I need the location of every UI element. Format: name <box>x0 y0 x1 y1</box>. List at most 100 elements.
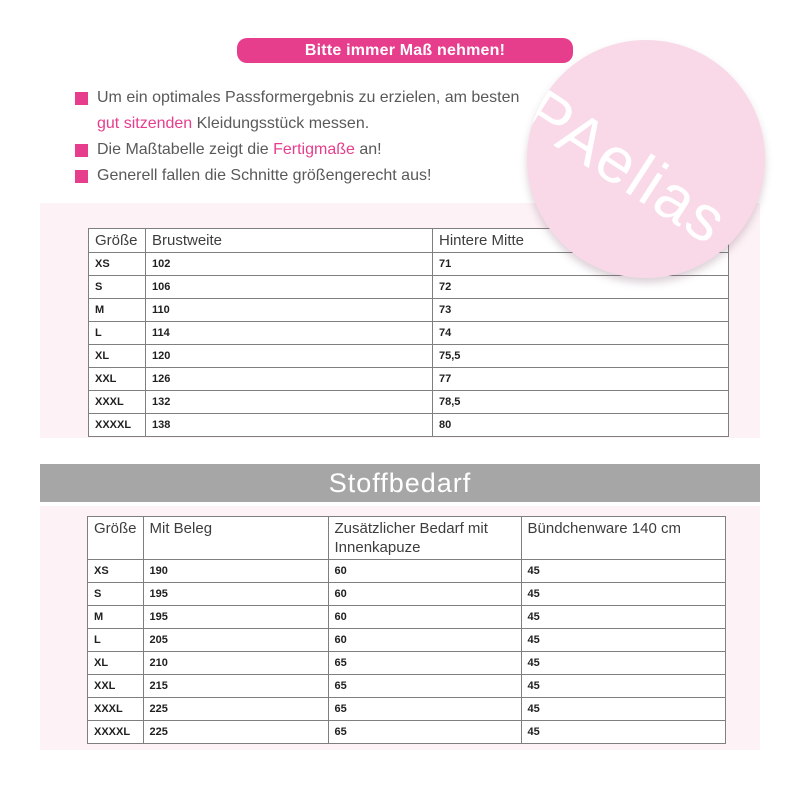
note-text: Um ein optimales Passformergebnis zu erz… <box>97 85 545 137</box>
table-cell: 225 <box>142 720 329 744</box>
table-header-row: Größe Mit Beleg Zusätzlicher Bedarf mit In… <box>87 516 726 560</box>
table-cell: 60 <box>327 582 522 606</box>
watermark-label: PAelias <box>527 74 741 259</box>
table-row: M 195 60 45 <box>87 605 726 629</box>
table-cell: XXXL <box>87 697 144 721</box>
table-row: XXL 126 77 <box>88 367 729 391</box>
table-cell: XXL <box>87 674 144 698</box>
table-cell: 215 <box>142 674 329 698</box>
table-cell: 210 <box>142 651 329 675</box>
table-row: XXXL 225 65 45 <box>87 697 726 721</box>
table-cell: 78,5 <box>432 390 729 414</box>
column-header: Größe <box>87 516 144 560</box>
table-cell: M <box>88 298 146 322</box>
table-row: S 195 60 45 <box>87 582 726 606</box>
table-cell: XS <box>87 559 144 583</box>
table-cell: 77 <box>432 367 729 391</box>
bullet-square-icon <box>75 92 88 105</box>
table-cell: 45 <box>520 697 726 721</box>
paelias-watermark-sticker: PAelias <box>527 40 765 278</box>
note-text: Die Maßtabelle zeigt die Fertigmaße an! <box>97 137 545 163</box>
table-cell: 110 <box>145 298 433 322</box>
table-row: XL 210 65 45 <box>87 651 726 675</box>
table-cell: 45 <box>520 674 726 698</box>
table-cell: 45 <box>520 720 726 744</box>
table-row: S 106 72 <box>88 275 729 299</box>
note-fragment: Kleidungsstück messen. <box>192 115 370 132</box>
table-row: M 110 73 <box>88 298 729 322</box>
table-cell: 74 <box>432 321 729 345</box>
list-item: Die Maßtabelle zeigt die Fertigmaße an! <box>75 137 545 163</box>
table-row: XS 190 60 45 <box>87 559 726 583</box>
table-cell: 45 <box>520 559 726 583</box>
table-cell: 65 <box>327 720 522 744</box>
table-row: L 205 60 45 <box>87 628 726 652</box>
table-cell: 120 <box>145 344 433 368</box>
column-header: Zusätzlicher Bedarf mit Innenkapuze <box>327 516 522 560</box>
table-cell: 195 <box>142 605 329 629</box>
table-cell: 45 <box>520 628 726 652</box>
bullet-square-icon <box>75 170 88 183</box>
list-item: Um ein optimales Passformergebnis zu erz… <box>75 85 545 137</box>
note-highlight: Fertigmaße <box>273 141 355 158</box>
table-cell: 45 <box>520 605 726 629</box>
table-cell: 205 <box>142 628 329 652</box>
table-cell: XS <box>88 252 146 276</box>
table-cell: S <box>88 275 146 299</box>
table-cell: XXXL <box>88 390 146 414</box>
table-cell: 60 <box>327 628 522 652</box>
note-text: Generell fallen die Schnitte größengerec… <box>97 163 545 189</box>
table-cell: 65 <box>327 651 522 675</box>
table-row: XXL 215 65 45 <box>87 674 726 698</box>
note-fragment: Generell fallen die Schnitte größengerec… <box>97 167 432 184</box>
table-cell: 132 <box>145 390 433 414</box>
measure-reminder-label: Bitte immer Maß nehmen! <box>304 41 506 59</box>
table-cell: S <box>87 582 144 606</box>
table-cell: 65 <box>327 697 522 721</box>
table-cell: XXXXL <box>87 720 144 744</box>
table-cell: 60 <box>327 605 522 629</box>
column-header: Bündchenware 140 cm <box>520 516 726 560</box>
table-cell: 72 <box>432 275 729 299</box>
table-row: XL 120 75,5 <box>88 344 729 368</box>
table-cell: 45 <box>520 651 726 675</box>
table-cell: M <box>87 605 144 629</box>
table-cell: XL <box>87 651 144 675</box>
table-cell: 75,5 <box>432 344 729 368</box>
table-cell: L <box>87 628 144 652</box>
measure-reminder-banner: Bitte immer Maß nehmen! <box>237 38 573 63</box>
table-cell: 195 <box>142 582 329 606</box>
table-row: XXXXL 225 65 45 <box>87 720 726 744</box>
column-header: Größe <box>88 228 146 253</box>
table-cell: 80 <box>432 413 729 437</box>
table-cell: 60 <box>327 559 522 583</box>
table-cell: XL <box>88 344 146 368</box>
table-cell: 65 <box>327 674 522 698</box>
column-header: Brustweite <box>145 228 433 253</box>
table-cell: 73 <box>432 298 729 322</box>
column-header: Mit Beleg <box>142 516 329 560</box>
list-item: Generell fallen die Schnitte größengerec… <box>75 163 545 189</box>
bullet-square-icon <box>75 144 88 157</box>
table-row: XXXXL 138 80 <box>88 413 729 437</box>
fabric-section-title: Stoffbedarf <box>328 467 472 498</box>
fabric-section-banner: Stoffbedarf <box>40 464 760 502</box>
table-cell: 106 <box>145 275 433 299</box>
note-highlight: gut sitzenden <box>97 115 193 132</box>
table-cell: 114 <box>145 321 433 345</box>
table-cell: XXXXL <box>88 413 146 437</box>
fabric-table: Größe Mit Beleg Zusätzlicher Bedarf mit In… <box>87 516 726 744</box>
table-row: L 114 74 <box>88 321 729 345</box>
note-fragment: Um ein optimales Passformergebnis zu erz… <box>97 89 520 106</box>
note-line: Um ein optimales Passformergebnis zu erz… <box>97 85 545 111</box>
table-cell: XXL <box>88 367 146 391</box>
table-cell: 126 <box>145 367 433 391</box>
table-cell: 190 <box>142 559 329 583</box>
table-row: XXXL 132 78,5 <box>88 390 729 414</box>
note-line: gut sitzenden Kleidungsstück messen. <box>97 111 545 137</box>
table-cell: 102 <box>145 252 433 276</box>
notes-list: Um ein optimales Passformergebnis zu erz… <box>75 85 545 189</box>
note-fragment: Die Maßtabelle zeigt die <box>97 141 274 158</box>
table-cell: 138 <box>145 413 433 437</box>
